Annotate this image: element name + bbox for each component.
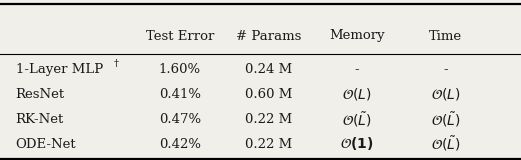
Text: 0.47%: 0.47%	[159, 113, 201, 126]
Text: 1-Layer MLP: 1-Layer MLP	[16, 63, 103, 76]
Text: 0.24 M: 0.24 M	[245, 63, 292, 76]
Text: RK-Net: RK-Net	[16, 113, 64, 126]
Text: $\mathcal{O}(L)$: $\mathcal{O}(L)$	[342, 86, 371, 102]
Text: 0.42%: 0.42%	[159, 137, 201, 151]
Text: -: -	[355, 63, 359, 76]
Text: 0.41%: 0.41%	[159, 88, 201, 101]
Text: ResNet: ResNet	[16, 88, 65, 101]
Text: # Params: # Params	[235, 29, 301, 43]
Text: 0.22 M: 0.22 M	[245, 137, 292, 151]
Text: -: -	[443, 63, 448, 76]
Text: $\mathcal{O}(\tilde{L})$: $\mathcal{O}(\tilde{L})$	[431, 110, 460, 128]
Text: $\mathcal{O}(L)$: $\mathcal{O}(L)$	[431, 86, 460, 102]
Text: Time: Time	[429, 29, 462, 43]
Text: Test Error: Test Error	[145, 29, 214, 43]
Text: 0.60 M: 0.60 M	[245, 88, 292, 101]
Text: $\mathcal{O}(\tilde{L})$: $\mathcal{O}(\tilde{L})$	[342, 110, 371, 128]
Text: 1.60%: 1.60%	[159, 63, 201, 76]
Text: $\boldsymbol{\mathcal{O}(1)}$: $\boldsymbol{\mathcal{O}(1)}$	[340, 136, 374, 152]
Text: $\mathcal{O}(\tilde{L})$: $\mathcal{O}(\tilde{L})$	[431, 135, 460, 153]
Text: Memory: Memory	[329, 29, 384, 43]
Text: ODE-Net: ODE-Net	[16, 137, 76, 151]
Text: 0.22 M: 0.22 M	[245, 113, 292, 126]
Text: †: †	[114, 59, 119, 68]
